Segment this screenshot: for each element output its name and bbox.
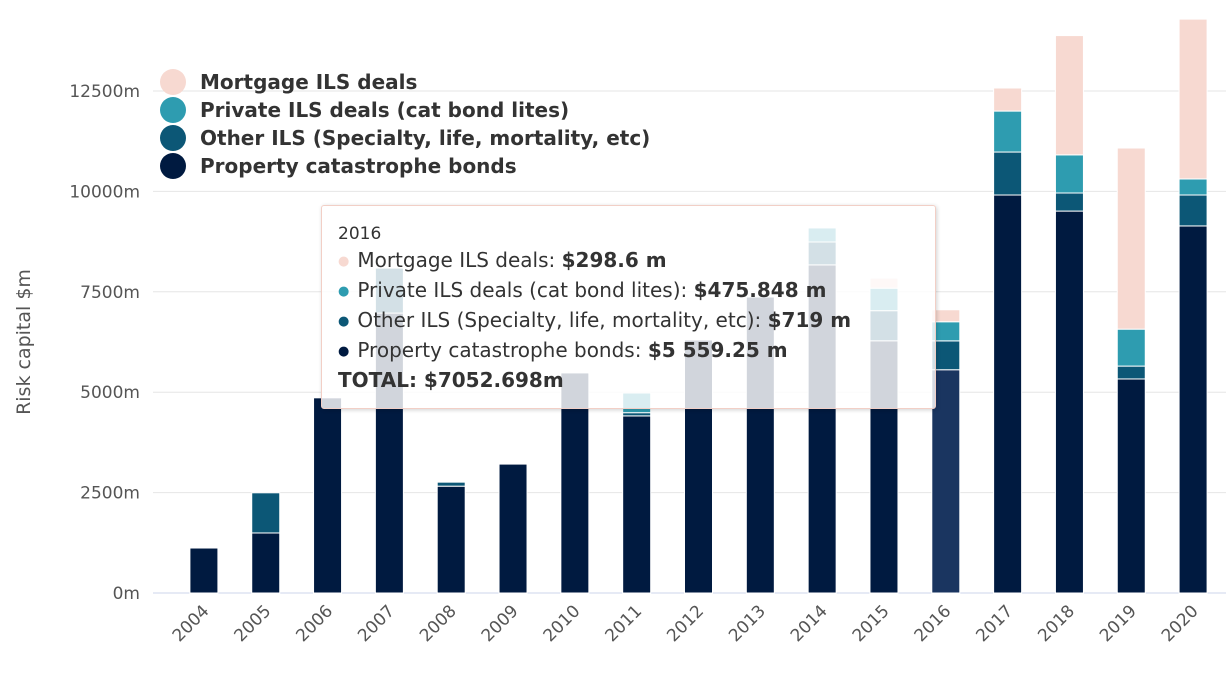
legend-label: Other ILS (Specialty, life, mortality, e… [200,126,651,150]
bar-segment[interactable] [1178,225,1208,594]
bar-segment[interactable] [1116,147,1146,330]
tooltip-label: Other ILS (Specialty, life, mortality, e… [357,308,768,332]
legend-label: Private ILS deals (cat bond lites) [200,98,570,122]
legend-dot-icon [160,97,186,123]
bar-segment[interactable] [1054,35,1084,156]
tooltip-row-property-cat: ● Property catastrophe bonds: $5 559.25 m [338,336,921,366]
tooltip-value: $719 m [767,308,852,332]
bar-segment[interactable] [1054,210,1084,594]
bar-segment[interactable] [1054,192,1084,212]
bar-segment[interactable] [436,485,466,594]
tooltip-row-private: ● Private ILS deals (cat bond lites): $47… [338,276,921,306]
tooltip-value: $298.6 m [561,248,667,272]
x-tick-label: 2007 [354,601,399,646]
bar-segment[interactable] [993,151,1023,196]
tooltip-row-mortgage: ● Mortgage ILS deals: $298.6 m [338,246,921,276]
bar-segment[interactable] [1116,378,1146,594]
x-tick-label: 2013 [725,601,770,646]
tooltip-value: $475.848 m [693,278,827,302]
x-tick-label: 2008 [416,601,461,646]
legend-item-private[interactable]: Private ILS deals (cat bond lites) [160,96,650,124]
dot-icon: ● [338,344,350,359]
legend-item-other[interactable]: Other ILS (Specialty, life, mortality, e… [160,124,650,152]
bar-segment[interactable] [189,547,219,594]
bar-segment[interactable] [1116,328,1146,367]
bar-segment[interactable] [1054,154,1084,194]
legend-dot-icon [160,69,186,95]
legend-dot-icon [160,125,186,151]
x-tick-label: 2017 [972,601,1017,646]
bar-segment[interactable] [1178,18,1208,180]
bar-segment[interactable] [251,532,281,594]
tooltip-label: Private ILS deals (cat bond lites): [357,278,694,302]
y-axis-label: Risk capital $m [13,269,35,415]
dot-icon: ● [338,314,350,329]
legend-label: Mortgage ILS deals [200,70,418,94]
tooltip-label: Property catastrophe bonds: [357,338,648,362]
legend-label: Property catastrophe bonds [200,154,517,178]
dot-icon: ● [338,254,350,269]
y-tick-label: 10000m [69,182,140,202]
x-tick-label: 2005 [231,601,276,646]
legend-item-mortgage[interactable]: Mortgage ILS deals [160,68,650,96]
tooltip-total: TOTAL: $7052.698m [338,368,564,392]
x-tick-label: 2010 [540,601,585,646]
y-tick-label: 5000m [80,383,140,403]
bar-segment[interactable] [251,492,281,534]
tooltip-year: 2016 [338,224,382,244]
x-tick-label: 2011 [601,601,646,646]
tooltip-row-other: ● Other ILS (Specialty, life, mortality, … [338,306,921,336]
tooltip-value: $5 559.25 m [647,338,788,362]
x-tick-label: 2016 [911,601,956,646]
bar-segment[interactable] [436,481,466,487]
bar-segment[interactable] [1178,178,1208,196]
bar-segment[interactable] [313,397,343,594]
x-tick-label: 2012 [663,601,708,646]
x-tick-label: 2006 [292,601,337,646]
x-tick-label: 2009 [478,601,523,646]
x-tick-label: 2015 [849,601,894,646]
x-tick-label: 2004 [169,601,214,646]
bar-segment[interactable] [560,372,590,594]
dot-icon: ● [338,284,350,299]
legend: Mortgage ILS deals Private ILS deals (ca… [160,68,650,180]
legend-item-property-cat[interactable]: Property catastrophe bonds [160,152,650,180]
bar-segment[interactable] [993,87,1023,112]
bar-segment[interactable] [622,415,652,594]
bar-segment[interactable] [993,110,1023,153]
y-tick-label: 0m [113,584,140,604]
bar-segment[interactable] [993,194,1023,594]
y-tick-label: 12500m [69,82,140,102]
y-tick-label: 2500m [80,484,140,504]
x-tick-label: 2020 [1158,601,1203,646]
x-tick-label: 2019 [1096,601,1141,646]
x-tick-label: 2018 [1034,601,1079,646]
y-tick-label: 7500m [80,283,140,303]
tooltip: 2016 ● Mortgage ILS deals: $298.6 m ● Priv… [321,205,936,409]
x-tick-label: 2014 [787,601,832,646]
bar-segment[interactable] [498,463,528,594]
bar-segment[interactable] [931,369,961,594]
bar-segment[interactable] [1116,365,1146,380]
bar-segment[interactable] [1178,194,1208,227]
legend-dot-icon [160,153,186,179]
tooltip-label: Mortgage ILS deals: [357,248,562,272]
